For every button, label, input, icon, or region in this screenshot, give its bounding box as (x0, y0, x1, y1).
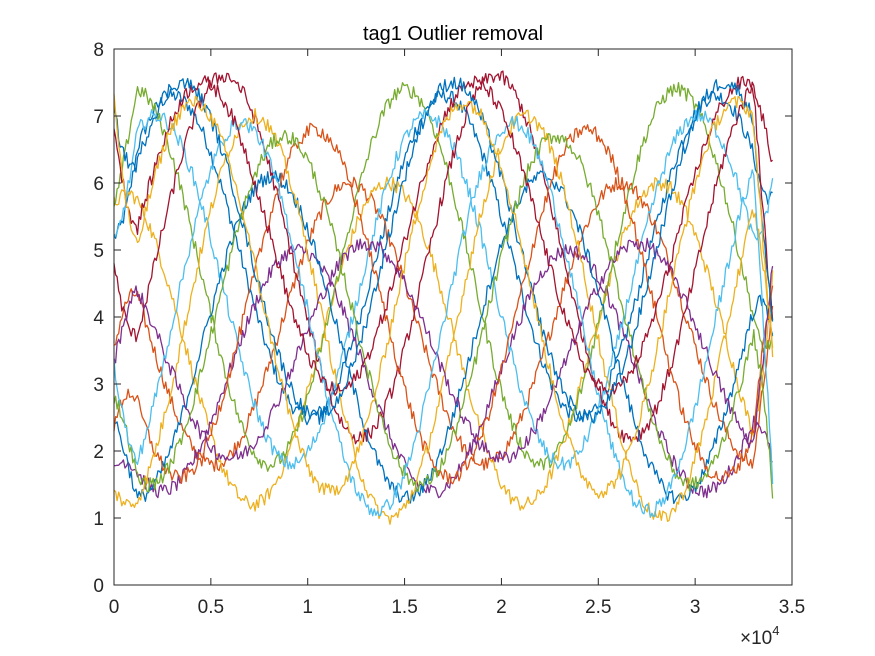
x-tick-label: 2 (496, 597, 507, 618)
x-exponent-base: ×10 (740, 628, 772, 649)
x-tick-label: 2.5 (585, 597, 611, 618)
series-line-8 (113, 170, 774, 505)
y-tick-label: 3 (93, 375, 104, 396)
y-tick-label: 1 (93, 509, 104, 530)
series-line-9 (113, 122, 774, 485)
x-exponent-label: ×104 (740, 623, 779, 649)
y-tick-label: 2 (93, 442, 104, 463)
x-tick-label: 1.5 (391, 597, 417, 618)
x-tick-label: 0 (109, 597, 120, 618)
y-tick-label: 8 (93, 40, 104, 61)
y-axis: 0 1 2 3 4 5 6 7 8 (93, 40, 792, 597)
series-line-10 (113, 108, 774, 525)
series-line-12 (113, 129, 774, 499)
x-tick-label: 1 (302, 597, 313, 618)
series-line-15 (113, 76, 774, 425)
series-line-11 (113, 237, 774, 464)
series-line-16 (113, 93, 774, 499)
y-tick-label: 5 (93, 241, 104, 262)
x-tick-label: 3 (690, 597, 701, 618)
x-tick-label: 3.5 (779, 597, 805, 618)
series-layer (113, 70, 774, 525)
x-axis: 0 0.5 1 1.5 2 2.5 3 3.5 (109, 49, 805, 618)
series-line-3 (113, 176, 774, 512)
y-tick-label: 0 (93, 576, 104, 597)
series-line-5 (113, 81, 774, 472)
y-tick-label: 4 (93, 308, 104, 329)
x-tick-label: 0.5 (198, 597, 224, 618)
series-line-13 (113, 115, 774, 518)
series-line-4 (113, 243, 773, 499)
series-line-7 (113, 70, 774, 445)
series-line-6 (114, 108, 774, 471)
x-exponent-power: 4 (772, 623, 779, 638)
series-line-2 (113, 176, 774, 472)
y-tick-label: 7 (93, 107, 104, 128)
y-tick-label: 6 (93, 174, 104, 195)
chart-title: tag1 Outlier removal (363, 23, 543, 45)
